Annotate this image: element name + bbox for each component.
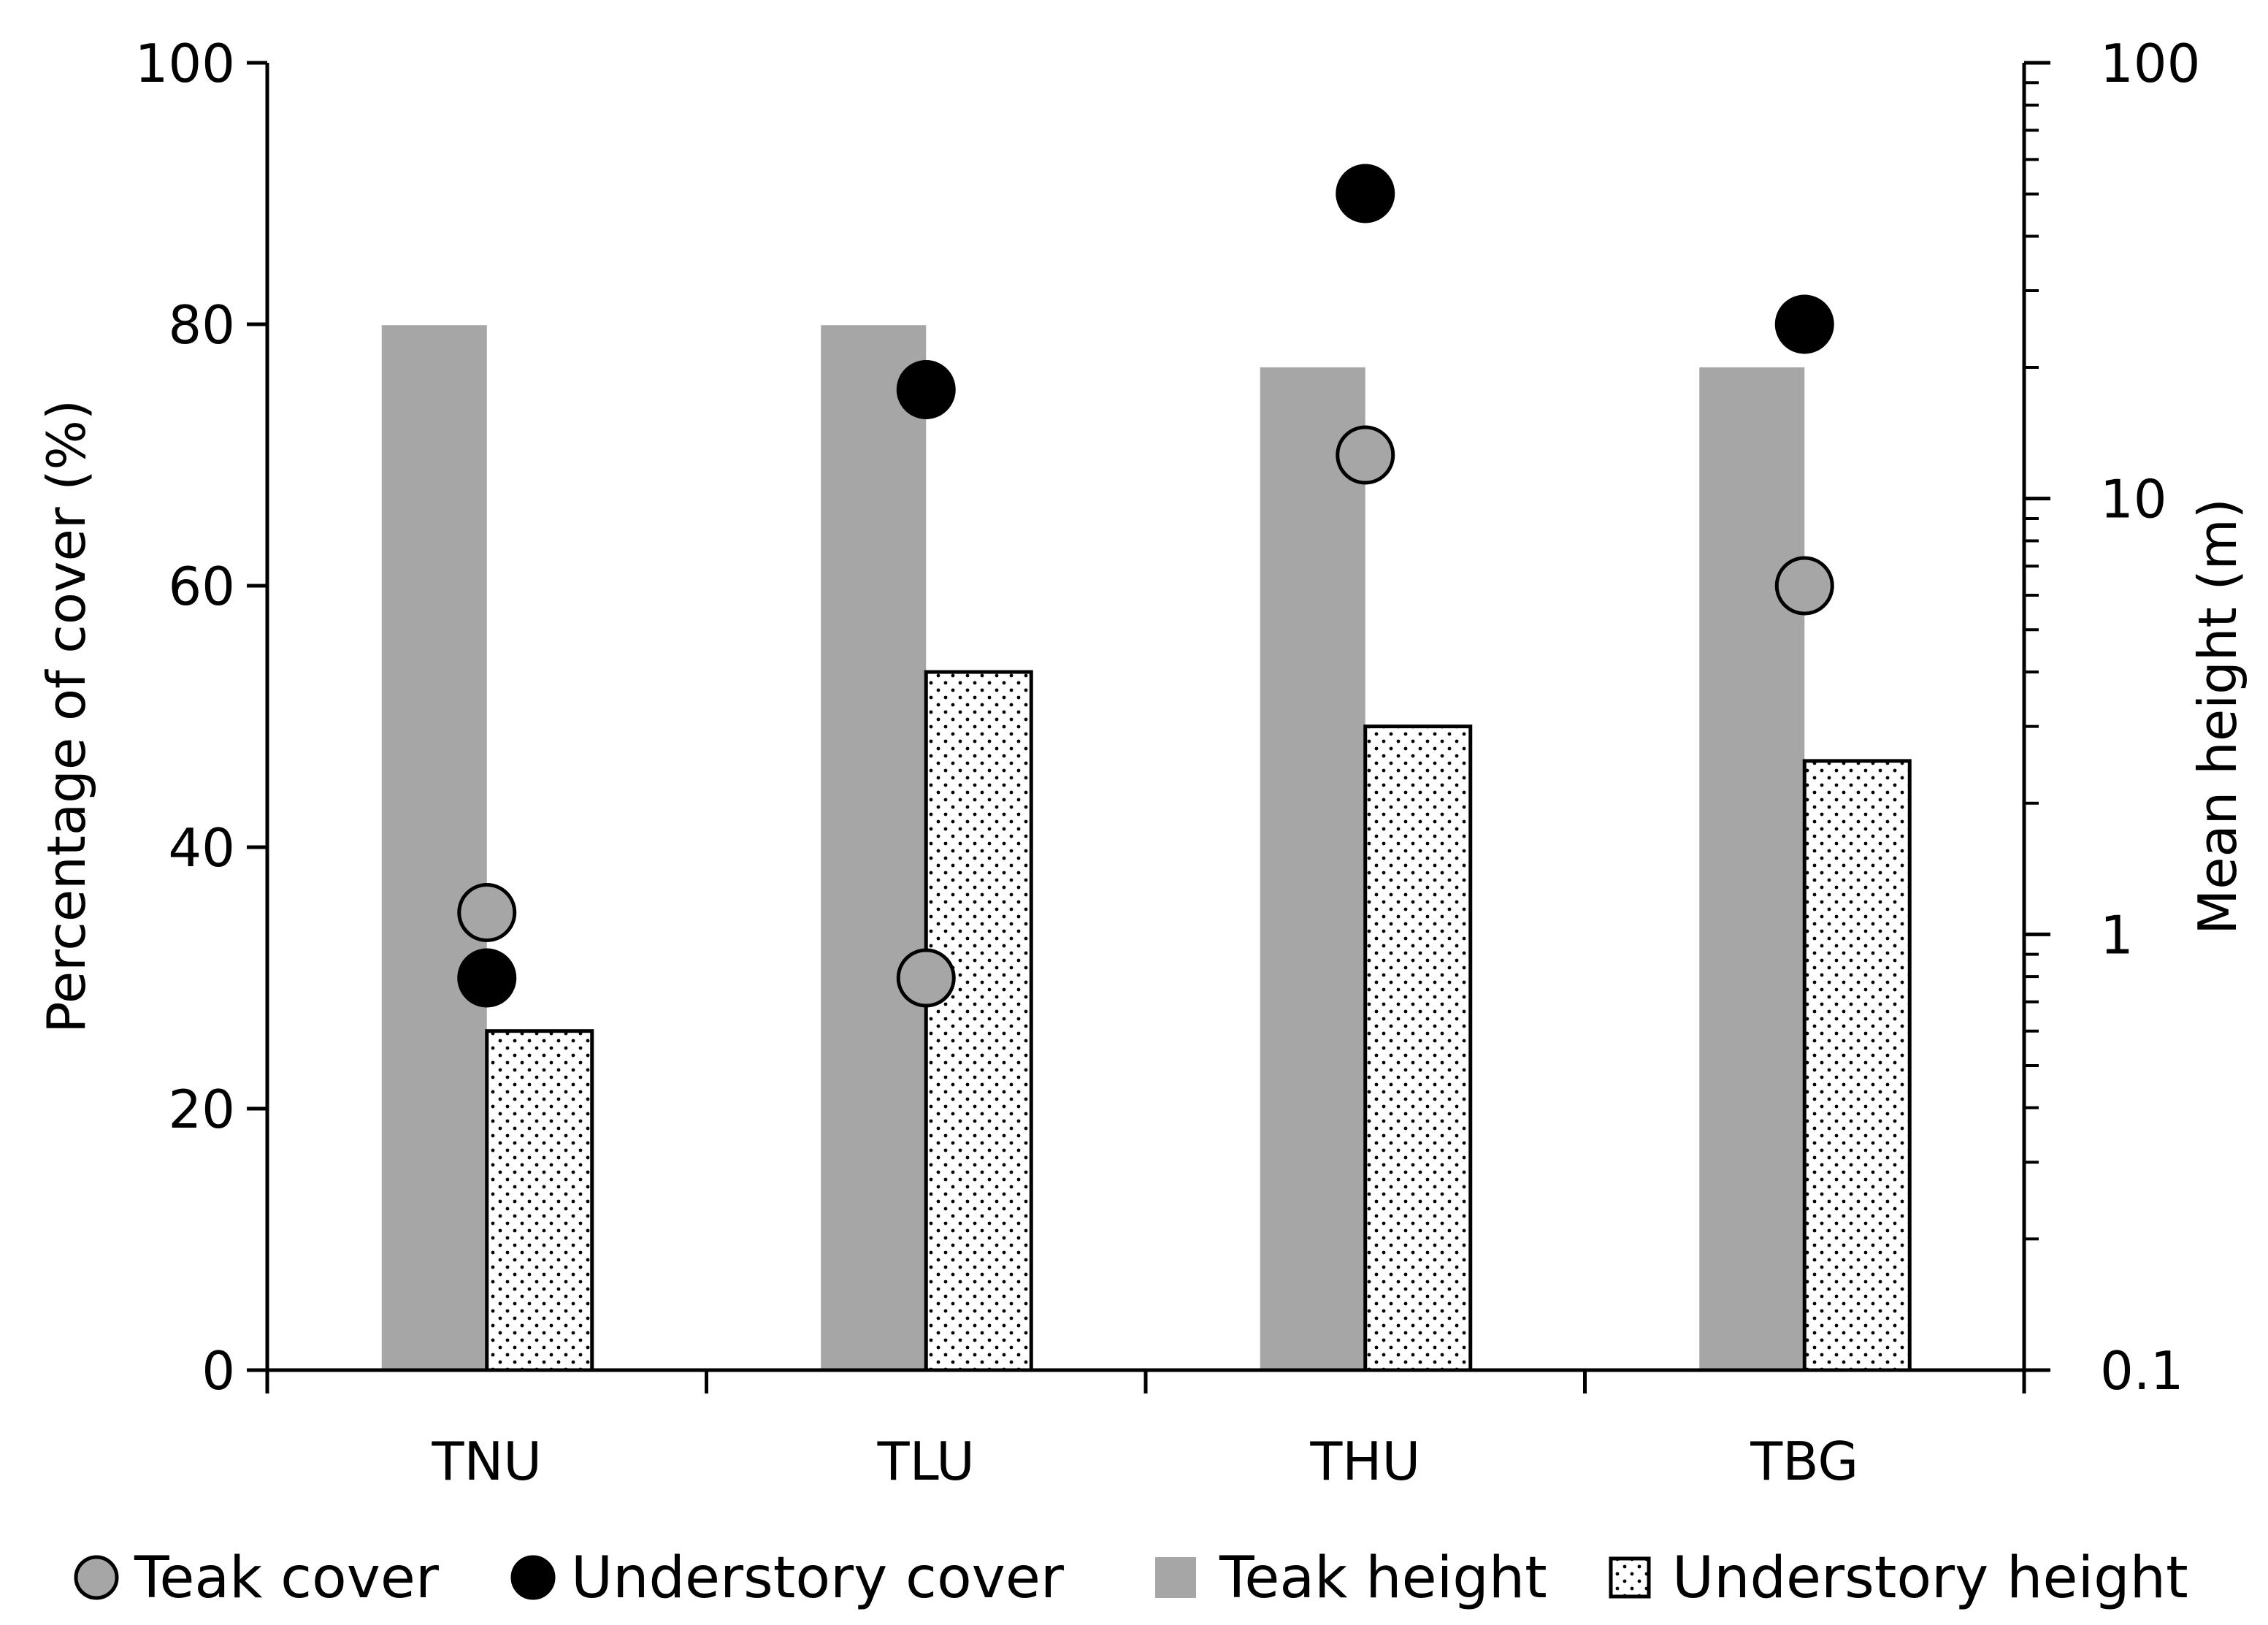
y-left-tick-label: 60 bbox=[168, 556, 235, 617]
y-left-tick-label: 40 bbox=[168, 817, 235, 879]
legend-label-teak-height: Teak height bbox=[1219, 1545, 1547, 1611]
understory-cover-point-thu bbox=[1336, 164, 1395, 223]
y-left-tick-label: 80 bbox=[168, 294, 235, 356]
x-category-label-thu: THU bbox=[1309, 1431, 1420, 1492]
labels-layer: 0 20 40 60 80 100 0.1 1 10 100 TNU TLU THU TBG Percent… bbox=[36, 33, 2248, 1492]
y-right-tick-label: 1 bbox=[2100, 904, 2134, 966]
y-left-tick-label: 0 bbox=[202, 1340, 235, 1402]
y-right-tick-label: 0.1 bbox=[2100, 1340, 2184, 1402]
teak-height-bar-thu bbox=[1260, 367, 1365, 1370]
x-category-label-tnu: TNU bbox=[431, 1431, 542, 1492]
understory-height-bar-thu bbox=[1363, 724, 1473, 1372]
y-right-tick-label: 10 bbox=[2100, 469, 2167, 530]
legend-label-understory-height: Understory height bbox=[1672, 1545, 2188, 1611]
teak-cover-point-thu bbox=[1336, 425, 1395, 485]
understory-cover-point-tbg bbox=[1774, 294, 1834, 354]
teak-cover-point-tnu bbox=[457, 883, 517, 942]
legend-label-understory-cover: Understory cover bbox=[571, 1545, 1065, 1611]
teak-height-bar-tlu bbox=[821, 325, 927, 1370]
legend-marker-understory-height bbox=[1609, 1556, 1651, 1599]
bars-layer bbox=[381, 325, 1912, 1372]
understory-cover-point-tlu bbox=[896, 360, 956, 419]
y-right-tick-label: 100 bbox=[2100, 33, 2200, 94]
x-category-label-tlu: TLU bbox=[877, 1431, 975, 1492]
teak-cover-point-tlu bbox=[896, 948, 956, 1008]
y-axis-right-title: Mean height (m) bbox=[2187, 498, 2248, 935]
y-left-tick-label: 20 bbox=[168, 1079, 235, 1140]
understory-height-bar-tnu bbox=[485, 1029, 594, 1372]
teak-cover-point-tbg bbox=[1774, 556, 1834, 616]
legend-marker-teak-cover bbox=[74, 1555, 119, 1600]
points-layer bbox=[457, 164, 1834, 1008]
understory-height-bar-tlu bbox=[924, 670, 1033, 1372]
teak-height-bar-tbg bbox=[1699, 367, 1805, 1370]
legend-marker-teak-height bbox=[1155, 1557, 1196, 1598]
y-left-tick-label: 100 bbox=[135, 33, 235, 94]
axes-layer bbox=[247, 61, 2050, 1393]
y-axis-left-title: Percentage of cover (%) bbox=[36, 399, 97, 1033]
understory-cover-point-tnu bbox=[457, 948, 517, 1008]
understory-height-bar-tbg bbox=[1802, 759, 1912, 1372]
x-category-label-tbg: TBG bbox=[1750, 1431, 1858, 1492]
legend: Teak cover Understory cover Teak height Und… bbox=[74, 1545, 2188, 1611]
legend-label-teak-cover: Teak cover bbox=[134, 1545, 440, 1611]
legend-marker-understory-cover bbox=[510, 1555, 556, 1600]
teak-height-bar-tnu bbox=[381, 325, 487, 1370]
